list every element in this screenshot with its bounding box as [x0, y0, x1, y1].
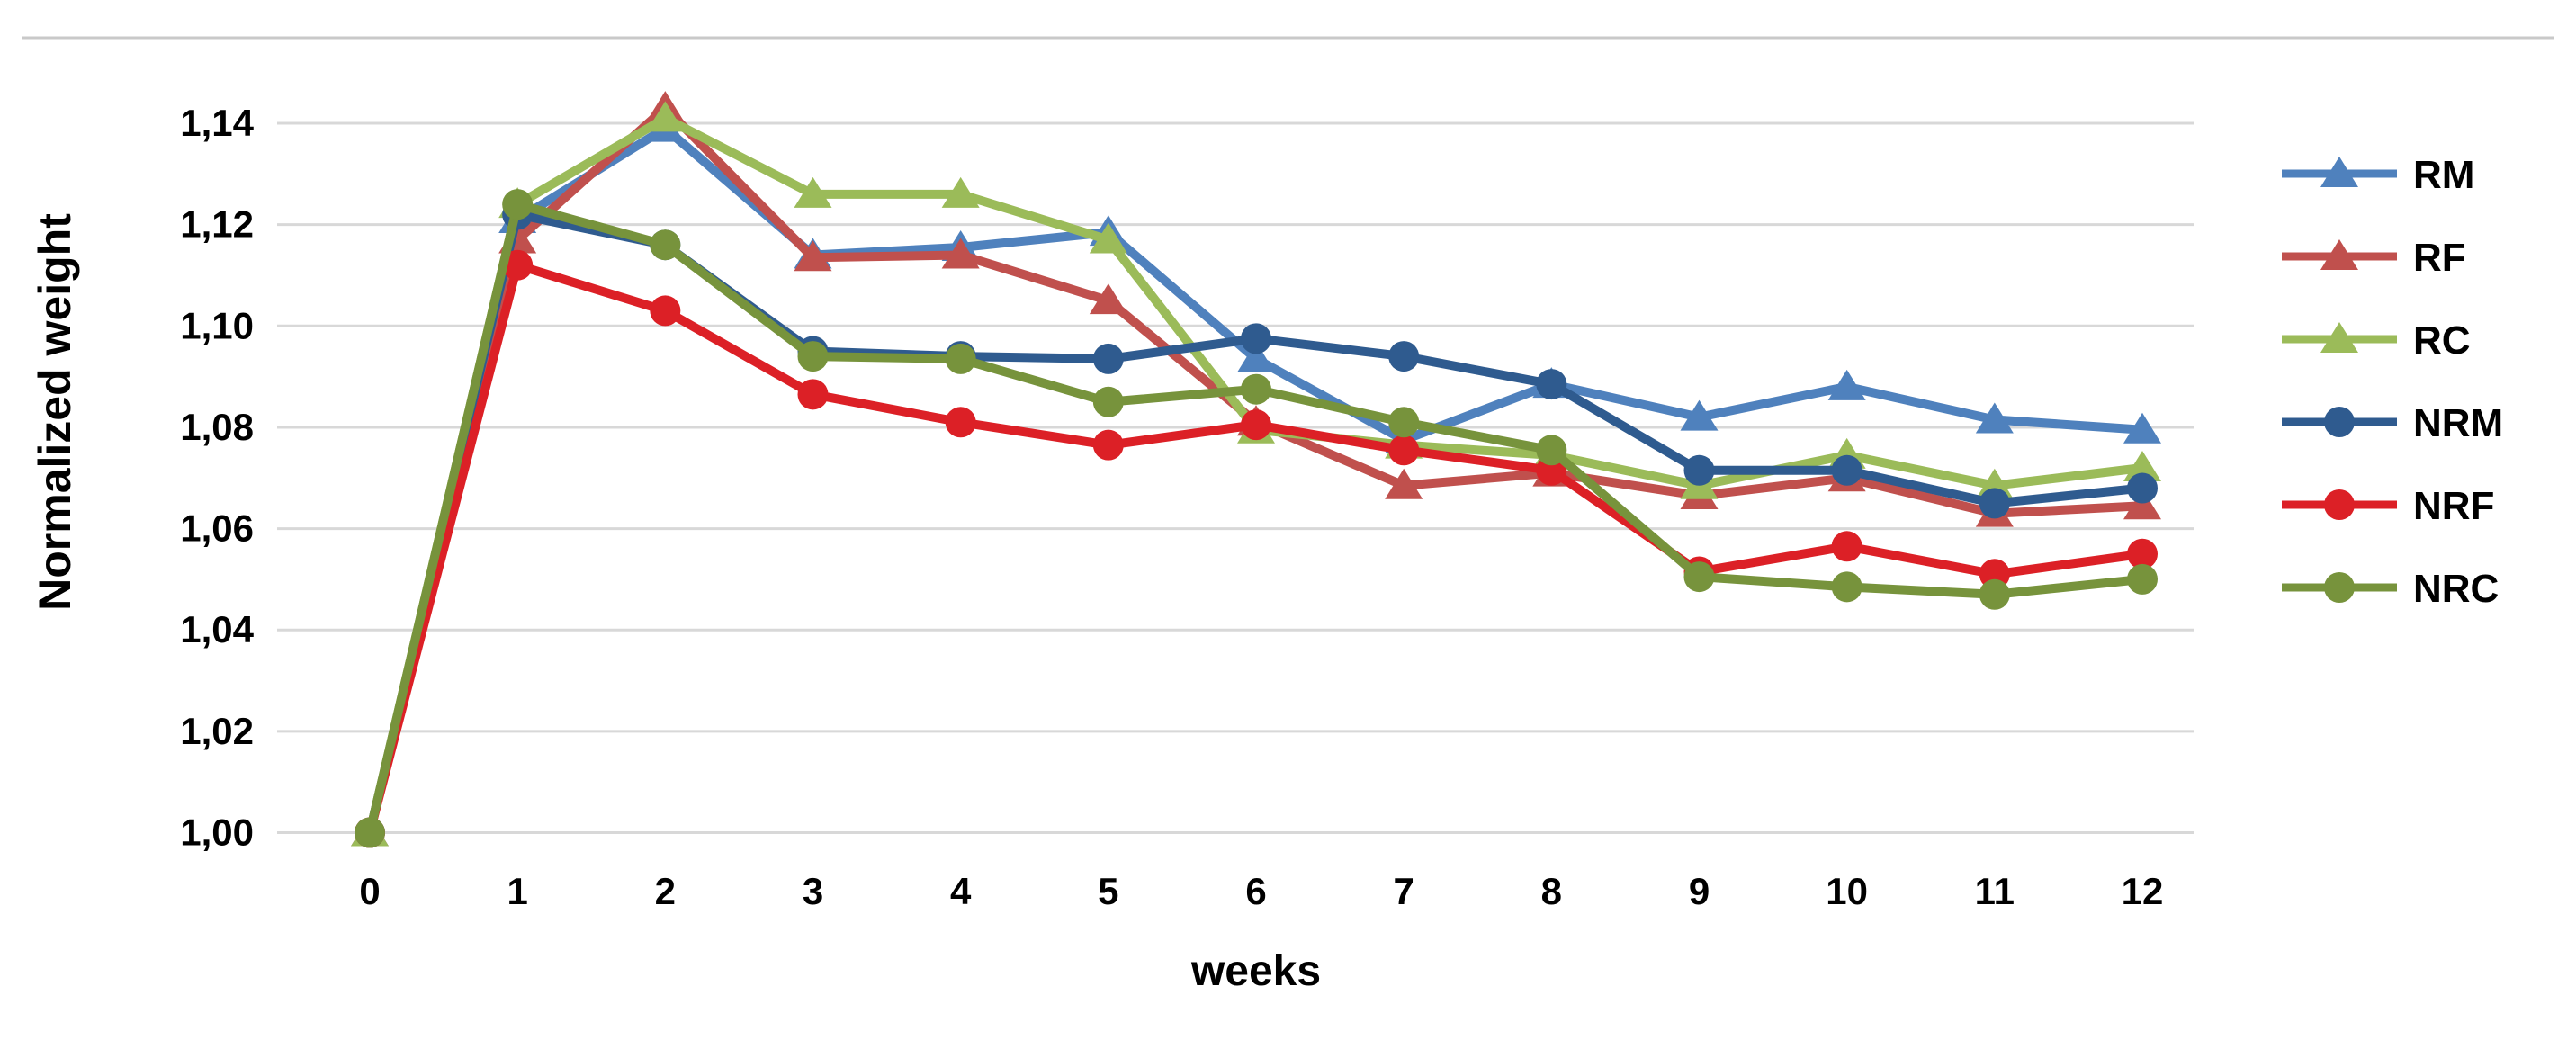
data-point-marker-nrc	[945, 343, 976, 374]
data-point-marker-nrc	[1979, 578, 2010, 610]
x-tick-label: 0	[359, 870, 380, 912]
data-point-marker-nrm	[1092, 343, 1124, 374]
data-point-marker-nrc	[1092, 386, 1124, 417]
data-point-marker-nrc	[1241, 373, 1272, 405]
data-point-marker-rm	[1237, 341, 1276, 372]
x-tick-label: 1	[507, 870, 527, 912]
x-tick-label: 5	[1098, 870, 1118, 912]
data-point-marker-nrc	[650, 229, 681, 261]
y-tick-label: 1,08	[180, 406, 254, 448]
legend-marker-nrm	[2324, 407, 2355, 437]
data-point-marker-rf	[1385, 468, 1423, 499]
data-point-marker-rc	[941, 176, 980, 208]
data-point-marker-nrm	[1683, 454, 1715, 486]
data-point-marker-nrf	[1241, 409, 1272, 441]
legend-marker-rc	[2320, 322, 2358, 353]
y-tick-label: 1,04	[180, 608, 254, 650]
data-point-marker-nrc	[502, 189, 534, 220]
data-point-marker-nrm	[1979, 488, 2010, 519]
data-point-marker-nrm	[1536, 369, 1567, 400]
data-point-marker-nrc	[1683, 561, 1715, 593]
x-tick-label: 9	[1689, 870, 1710, 912]
x-tick-label: 10	[1826, 870, 1868, 912]
data-point-marker-nrm	[2127, 472, 2159, 504]
legend-label-rc: RC	[2413, 318, 2471, 363]
data-point-marker-nrc	[797, 341, 829, 372]
data-point-marker-nrf	[650, 295, 681, 327]
legend-label-nrf: NRF	[2413, 484, 2494, 528]
data-point-marker-nrf	[1092, 429, 1124, 461]
data-point-marker-nrf	[1831, 531, 1862, 562]
legend-label-rf: RF	[2413, 236, 2466, 280]
legend-label-nrc: NRC	[2413, 567, 2499, 611]
data-point-marker-nrm	[1388, 341, 1420, 372]
y-tick-label: 1,12	[180, 203, 254, 246]
x-tick-label: 4	[950, 870, 972, 912]
legend-marker-rf	[2320, 239, 2358, 270]
data-point-marker-nrm	[1241, 323, 1272, 354]
data-point-marker-nrc	[355, 817, 385, 848]
data-point-marker-nrf	[797, 379, 829, 410]
data-point-marker-nrc	[1388, 407, 1420, 438]
data-point-marker-rm	[1827, 369, 1866, 400]
data-point-marker-nrf	[502, 249, 534, 281]
data-point-marker-nrc	[2127, 563, 2159, 595]
x-tick-label: 12	[2122, 870, 2164, 912]
x-tick-label: 11	[1975, 870, 2015, 912]
data-point-marker-nrc	[1831, 571, 1862, 603]
data-point-marker-nrc	[1536, 435, 1567, 466]
data-point-marker-rf	[2123, 489, 2162, 520]
x-tick-label: 2	[655, 870, 676, 912]
data-point-marker-rm	[1975, 402, 2014, 434]
y-tick-label: 1,10	[180, 304, 254, 346]
y-tick-label: 1,06	[180, 507, 254, 550]
y-axis-title: Normalized weight	[30, 213, 80, 611]
x-tick-label: 8	[1541, 870, 1562, 912]
legend-label-rm: RM	[2413, 153, 2474, 197]
x-tick-label: 6	[1245, 870, 1266, 912]
data-point-marker-rf	[1089, 283, 1127, 315]
legend-marker-rm	[2320, 157, 2358, 187]
data-point-marker-rm	[2123, 412, 2162, 444]
x-tick-label: 7	[1393, 870, 1414, 912]
data-point-marker-rc	[2123, 450, 2162, 481]
x-axis-title: weeks	[1190, 947, 1321, 995]
legend-marker-nrc	[2324, 572, 2355, 603]
data-point-marker-nrm	[1831, 454, 1862, 486]
y-tick-label: 1,14	[180, 102, 254, 144]
data-point-marker-nrf	[1388, 435, 1420, 466]
data-point-marker-rf	[941, 238, 980, 269]
data-point-marker-rc	[1089, 222, 1127, 254]
data-point-marker-rm	[1680, 399, 1719, 431]
data-point-marker-nrf	[2127, 538, 2159, 569]
y-tick-label: 1,02	[180, 710, 254, 752]
data-point-marker-nrf	[945, 407, 976, 438]
data-point-marker-rc	[646, 101, 685, 132]
data-point-marker-rf	[794, 240, 832, 272]
data-point-marker-rc	[794, 176, 832, 208]
legend-marker-nrf	[2324, 489, 2355, 520]
legend-label-nrm: NRM	[2413, 401, 2503, 445]
y-tick-label: 1,00	[180, 811, 254, 854]
x-tick-label: 3	[803, 870, 823, 912]
